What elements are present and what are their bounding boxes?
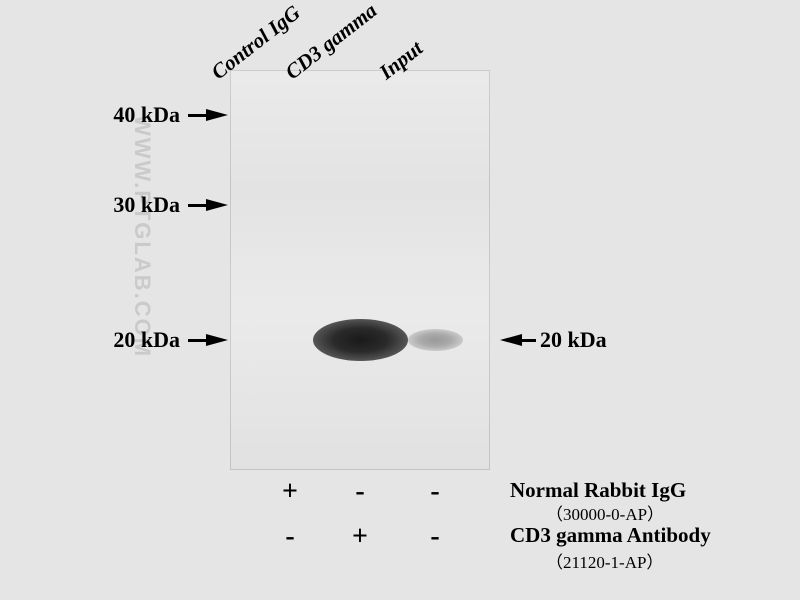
row-label-sub-0: （30000-0-AP） [546, 500, 664, 525]
watermark-text: WWW.PTGLAB.COM [129, 115, 155, 358]
pm-1-0: - [278, 521, 302, 553]
pm-1-2: - [423, 521, 447, 553]
pm-0-2: - [423, 476, 447, 508]
mw-arrow-0 [206, 109, 228, 121]
blot-shading [230, 70, 490, 470]
mw-label-1: 30 kDa [60, 192, 180, 218]
mw-arrow-stem-1 [188, 204, 208, 207]
band-1 [408, 329, 463, 351]
band-0 [313, 319, 408, 361]
mw-label-2: 20 kDa [60, 327, 180, 353]
pm-0-1: - [348, 476, 372, 508]
mw-arrow-1 [206, 199, 228, 211]
mw-arrow-stem-2 [188, 339, 208, 342]
mw-label-0: 40 kDa [60, 102, 180, 128]
mw-arrow-stem-0 [188, 114, 208, 117]
row-label-main-1: CD3 gamma Antibody [510, 523, 711, 548]
row-label-sub-1: （21120-1-AP） [546, 548, 663, 573]
right-arrow [500, 334, 522, 346]
pm-0-0: + [278, 476, 302, 508]
mw-arrow-2 [206, 334, 228, 346]
right-size-label: 20 kDa [540, 327, 607, 353]
pm-1-1: + [348, 521, 372, 553]
